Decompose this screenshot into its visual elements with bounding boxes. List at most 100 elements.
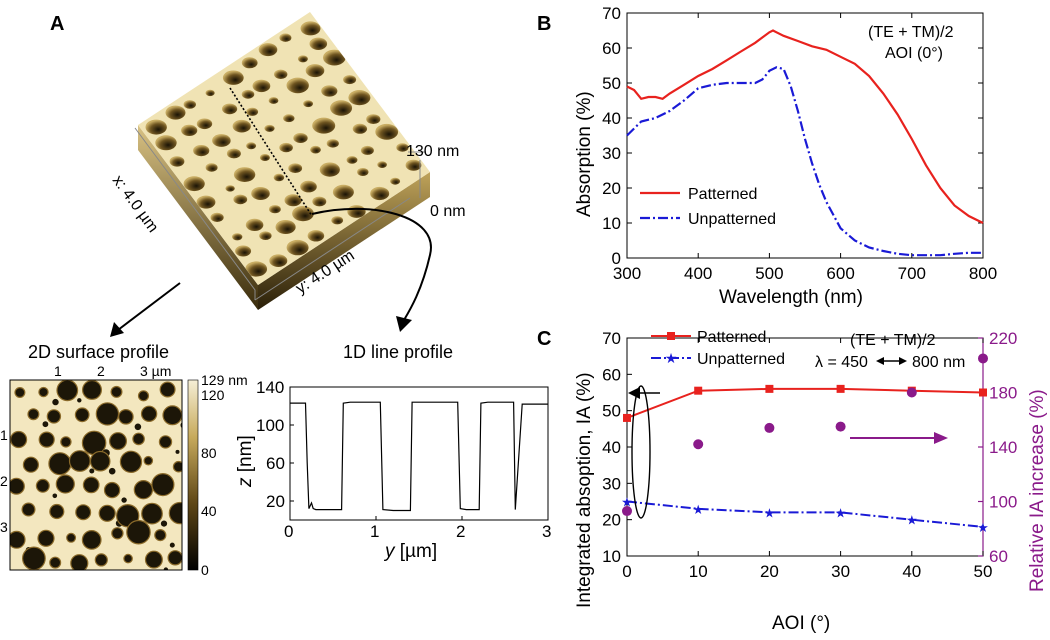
- afm-hole: [405, 159, 422, 171]
- chart-c-unpatterned-marker: ★: [692, 503, 704, 518]
- line-profile-ytick-20: 20: [266, 492, 285, 511]
- afm-hole: [183, 100, 196, 109]
- chart-c-unpatterned-marker: ★: [835, 506, 847, 521]
- afm-hole: [212, 134, 231, 147]
- afm-hole: [300, 180, 317, 193]
- afm-hole: [245, 261, 268, 277]
- chart-c-ytick-label: 30: [602, 474, 621, 493]
- surface-2d-hole: [123, 553, 133, 564]
- afm-hole: [258, 43, 278, 57]
- afm-hole: [269, 254, 288, 267]
- double-arrow-icon: [876, 357, 907, 365]
- surface-2d-hole: [66, 532, 77, 543]
- chart-c-relative-marker: [978, 353, 988, 364]
- surface-2d-hole-small: [108, 467, 116, 475]
- chart-c-ylabel-right: Relative IA increase (%): [1027, 389, 1048, 592]
- afm-hole: [268, 97, 279, 104]
- chart-b-ytick-label: 70: [602, 4, 621, 23]
- afm-holes: [145, 21, 422, 277]
- surface-2d-hole: [38, 431, 55, 448]
- chart-c-left-axis-ellipse: [631, 385, 651, 519]
- chart-b-xtick-label: 700: [898, 264, 926, 283]
- panel-c: C 0 10 20 30 40 50102030405060706010014018022…: [537, 328, 1048, 634]
- chart-c-xtick-label: 30: [831, 562, 850, 581]
- afm-hole: [347, 205, 366, 218]
- afm-hole: [330, 100, 353, 116]
- surface-2d-left-tick-2: 2: [0, 473, 8, 489]
- afm-hole: [222, 70, 244, 85]
- afm-hole: [319, 162, 340, 177]
- afm-hole: [284, 194, 302, 207]
- chart-c-left-arrow-head: [628, 387, 640, 399]
- colorbar-tick-0: 0: [201, 562, 209, 578]
- surface-2d-hole: [162, 405, 182, 426]
- arrow-to-2d: [117, 282, 181, 331]
- surface-2d-hole: [22, 546, 46, 570]
- surface-2d-hole: [126, 519, 151, 545]
- afm-hole: [205, 163, 218, 172]
- afm-hole: [310, 145, 321, 154]
- chart-b-ytick-label: 40: [602, 109, 621, 128]
- afm-hole: [321, 85, 338, 97]
- chart-c-xtick-label: 10: [689, 562, 708, 581]
- afm-hole: [332, 184, 354, 200]
- chart-b-ytick-label: 60: [602, 39, 621, 58]
- afm-hole: [305, 64, 325, 78]
- surface-2d-hole: [108, 432, 127, 451]
- chart-c-ytick-label: 60: [602, 365, 621, 384]
- chart-c-ytick-right-label: 60: [989, 547, 1008, 566]
- chart-c-ytick-label: 10: [602, 547, 621, 566]
- chart-c-unpatterned-marker: ★: [621, 496, 633, 511]
- surface-2d-hole-small: [77, 398, 82, 403]
- legend-c-patterned-marker: [667, 332, 675, 340]
- chart-c-ytick-label: 40: [602, 438, 621, 457]
- surface-2d-hole: [111, 527, 124, 540]
- chart-b-ytick-label: 0: [612, 249, 621, 268]
- surface-2d-hole: [158, 435, 173, 449]
- afm-box-edge-bottom: [254, 197, 411, 301]
- panel-b-label: B: [537, 13, 551, 35]
- chart-c-patterned-marker: [836, 384, 845, 393]
- panel-a: A 130 nm 0 nm x: 4.0 µm y: 4.0 µm: [0, 12, 551, 578]
- surface-2d-hole: [94, 553, 108, 567]
- chart-c-ylabel-left: Integrated absoption, IA (%): [574, 372, 595, 608]
- surface-2d-hole-small: [42, 421, 49, 428]
- afm-hole: [360, 145, 374, 155]
- surface-2d-hole: [119, 450, 143, 473]
- afm-hole: [246, 142, 257, 150]
- colorbar: [187, 379, 199, 571]
- surface-2d-hole: [81, 430, 107, 456]
- surface-2d-hole: [132, 432, 145, 446]
- surface-2d-top-tick-1: 1: [54, 363, 62, 379]
- line-profile-title: 1D line profile: [343, 342, 453, 362]
- surface-2d-hole: [68, 450, 91, 472]
- surface-2d-hole: [60, 436, 72, 448]
- afm-hole: [183, 176, 205, 192]
- surface-2d-hole: [70, 554, 89, 570]
- afm-hole: [232, 233, 243, 241]
- afm-hole: [235, 245, 252, 257]
- surface-2d-hole: [22, 456, 39, 473]
- surface-2d-hole-small: [134, 423, 142, 431]
- surface-2d-hole: [49, 503, 65, 520]
- surface-2d-hole-small: [52, 493, 58, 499]
- surface-2d-hole: [75, 504, 92, 521]
- afm-hole: [307, 230, 325, 242]
- surface-2d-hole: [82, 380, 102, 400]
- afm-hole: [155, 135, 177, 151]
- line-profile-xtick-0: 0: [284, 522, 293, 541]
- surface-2d-hole: [10, 477, 25, 495]
- surface-2d-hole: [95, 402, 120, 426]
- legend-b-patterned-label: Patterned: [688, 186, 757, 203]
- chart-b-ytick-label: 30: [602, 144, 621, 163]
- surface-2d-top-tick-2: 2: [97, 363, 105, 379]
- colorbar-tick-40: 40: [201, 503, 217, 519]
- chart-c-ytick-right-label: 220: [989, 329, 1017, 348]
- panel-a-label: A: [50, 13, 64, 35]
- chart-c-patterned-marker: [979, 388, 987, 397]
- afm-hole: [375, 123, 399, 140]
- line-profile-frame: [289, 386, 549, 521]
- surface-2d-hole: [48, 452, 72, 476]
- surface-2d-hole: [98, 504, 116, 522]
